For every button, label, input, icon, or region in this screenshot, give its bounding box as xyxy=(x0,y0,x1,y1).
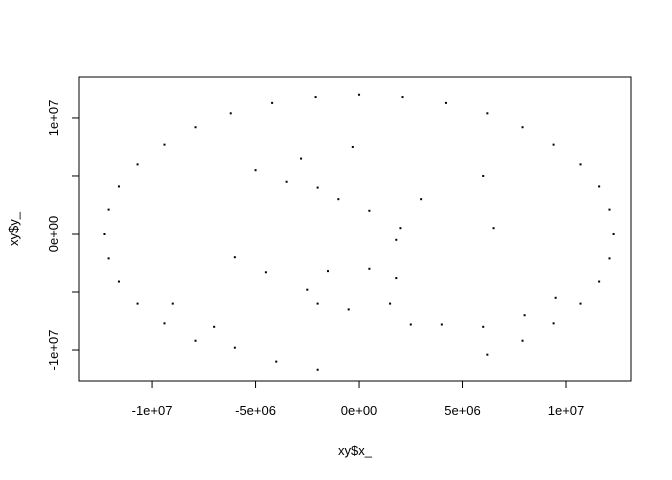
point xyxy=(229,112,232,115)
point xyxy=(440,323,443,326)
point xyxy=(521,339,524,342)
point xyxy=(316,302,319,305)
x-tick-label: 0e+00 xyxy=(341,403,378,418)
point xyxy=(347,308,350,311)
point xyxy=(163,143,166,146)
point xyxy=(486,112,489,115)
point xyxy=(523,314,526,317)
point xyxy=(492,227,495,230)
point xyxy=(368,209,371,212)
point xyxy=(598,185,601,188)
plot-frame xyxy=(78,76,632,382)
point xyxy=(107,257,110,260)
point xyxy=(420,198,423,201)
point xyxy=(598,280,601,283)
point xyxy=(337,198,340,201)
point xyxy=(194,126,197,129)
point xyxy=(358,93,361,96)
point xyxy=(117,185,120,188)
point xyxy=(316,186,319,189)
point xyxy=(213,325,216,328)
point xyxy=(521,126,524,129)
point xyxy=(264,271,267,274)
point xyxy=(482,174,485,177)
point xyxy=(233,256,236,259)
point xyxy=(554,296,557,299)
point xyxy=(401,96,404,99)
x-tick-label: -1e+07 xyxy=(132,403,173,418)
point xyxy=(233,346,236,349)
x-tick-label: 1e+07 xyxy=(548,403,585,418)
point xyxy=(389,302,392,305)
point xyxy=(300,157,303,160)
point xyxy=(409,323,412,326)
point xyxy=(107,208,110,211)
point xyxy=(285,180,288,183)
point xyxy=(612,232,615,235)
point xyxy=(552,143,555,146)
point xyxy=(254,169,257,172)
point xyxy=(482,325,485,328)
point xyxy=(486,353,489,356)
point xyxy=(608,257,611,260)
point xyxy=(608,208,611,211)
point xyxy=(171,302,174,305)
point xyxy=(444,101,447,104)
x-axis-label: xy$x_ xyxy=(338,443,373,458)
point xyxy=(395,277,398,280)
point xyxy=(271,101,274,104)
point xyxy=(316,368,319,371)
x-tick-label: -5e+06 xyxy=(235,403,276,418)
point xyxy=(306,288,309,291)
y-tick-label: 1e+07 xyxy=(46,100,61,137)
point xyxy=(194,339,197,342)
point xyxy=(314,96,317,99)
point xyxy=(275,360,278,363)
y-tick-label: -1e+07 xyxy=(46,330,61,371)
x-tick-label: 5e+06 xyxy=(444,403,481,418)
point xyxy=(368,267,371,270)
point xyxy=(552,322,555,325)
point xyxy=(579,163,582,166)
point xyxy=(117,280,120,283)
point xyxy=(326,270,329,273)
y-axis-label: xy$y_ xyxy=(6,211,21,246)
point xyxy=(579,302,582,305)
point xyxy=(395,238,398,241)
point xyxy=(136,163,139,166)
point xyxy=(103,232,106,235)
point xyxy=(399,227,402,230)
point xyxy=(351,145,354,148)
point xyxy=(136,302,139,305)
point xyxy=(163,322,166,325)
y-tick-label: 0e+00 xyxy=(46,216,61,253)
